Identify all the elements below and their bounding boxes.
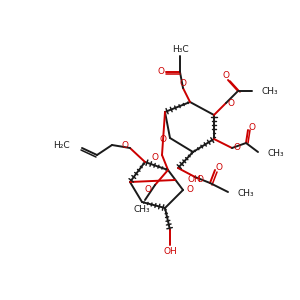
Text: O: O [122, 140, 128, 149]
Text: O: O [248, 122, 256, 131]
Text: O: O [160, 136, 167, 145]
Text: O: O [145, 184, 152, 194]
Text: O: O [215, 163, 223, 172]
Text: O: O [179, 79, 187, 88]
Text: O: O [196, 175, 203, 184]
Text: O: O [152, 154, 158, 163]
Text: O: O [227, 98, 235, 107]
Text: O: O [187, 185, 194, 194]
Text: OH: OH [187, 176, 201, 184]
Text: OH: OH [163, 248, 177, 256]
Text: O: O [223, 70, 230, 80]
Text: CH₃: CH₃ [238, 190, 255, 199]
Text: O: O [233, 143, 241, 152]
Text: CH₃: CH₃ [134, 206, 150, 214]
Text: O: O [158, 68, 164, 76]
Text: CH₃: CH₃ [268, 149, 285, 158]
Text: CH₃: CH₃ [262, 86, 279, 95]
Text: H₃C: H₃C [172, 44, 188, 53]
Text: H₂C: H₂C [53, 142, 70, 151]
